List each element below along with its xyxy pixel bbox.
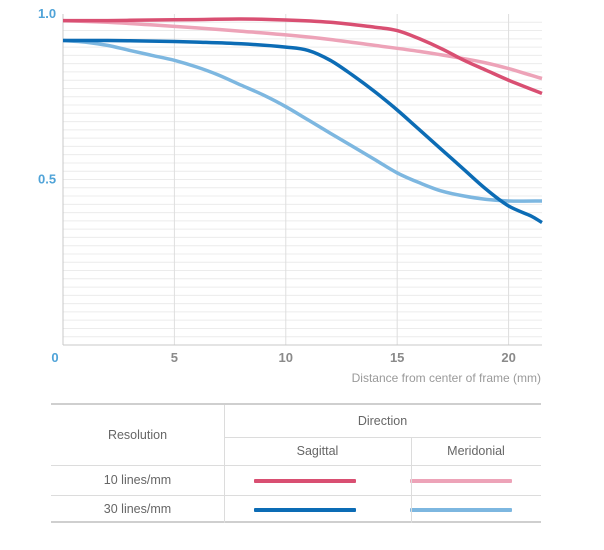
- legend-table: Resolution Direction Sagittal Meridonial…: [51, 403, 541, 523]
- row-label-30: 30 lines/mm: [103, 502, 172, 516]
- table-divider-vertical: [224, 405, 225, 523]
- sagittal-header: Sagittal: [296, 444, 339, 458]
- table-divider-row: [51, 495, 541, 496]
- meridional-header: Meridonial: [447, 444, 505, 458]
- x-tick-label: 0: [51, 350, 58, 365]
- series-line-s10: [62, 17, 543, 96]
- chart-series: [62, 17, 543, 225]
- x-tick-label: 20: [501, 350, 515, 365]
- x-tick-label: 15: [390, 350, 404, 365]
- chart-grid: [62, 14, 542, 346]
- y-tick-label: 0.5: [38, 172, 56, 187]
- swatch-10-meridional: [410, 479, 512, 483]
- resolution-header: Resolution: [107, 428, 168, 442]
- mtf-chart: 1.0 0.5 0 5 10 15 20 Distance from center of f…: [38, 6, 543, 385]
- x-tick-label: 10: [279, 350, 293, 365]
- y-tick-label: 1.0: [38, 6, 56, 21]
- series-line-s30: [62, 38, 543, 225]
- chart-ticks: 1.0 0.5 0 5 10 15 20: [38, 6, 516, 365]
- series-line-m30: [62, 38, 543, 203]
- table-divider-header: [51, 465, 541, 466]
- table-divider-direction-row: [224, 437, 541, 438]
- table-divider-direction: [411, 437, 412, 523]
- row-label-10: 10 lines/mm: [103, 473, 172, 487]
- swatch-30-meridional: [410, 508, 512, 512]
- swatch-10-sagittal: [254, 479, 356, 483]
- x-tick-label: 5: [171, 350, 178, 365]
- x-axis-label: Distance from center of frame (mm): [352, 371, 541, 385]
- swatch-30-sagittal: [254, 508, 356, 512]
- direction-header: Direction: [357, 414, 408, 428]
- series-line-m10: [62, 18, 543, 81]
